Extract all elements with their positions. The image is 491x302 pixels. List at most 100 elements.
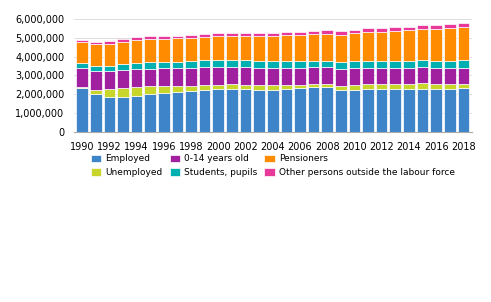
Bar	[172, 62, 183, 68]
Bar	[226, 89, 238, 132]
Bar	[104, 72, 115, 89]
Bar	[117, 70, 129, 88]
Bar	[213, 66, 224, 85]
Bar	[349, 89, 360, 132]
Bar	[430, 29, 442, 61]
Bar	[430, 85, 442, 89]
Bar	[158, 86, 169, 93]
Bar	[335, 69, 347, 85]
Bar	[131, 95, 142, 132]
Bar	[226, 36, 238, 60]
Bar	[90, 42, 102, 44]
Bar	[158, 62, 169, 69]
Bar	[417, 67, 428, 83]
Bar	[117, 88, 129, 97]
Bar	[172, 38, 183, 62]
Bar	[90, 72, 102, 89]
Bar	[226, 33, 238, 36]
Bar	[280, 85, 292, 89]
Bar	[294, 35, 306, 61]
Bar	[158, 39, 169, 62]
Bar	[444, 89, 456, 132]
Bar	[104, 89, 115, 97]
Bar	[185, 68, 197, 86]
Bar	[389, 68, 401, 85]
Bar	[322, 67, 333, 84]
Bar	[294, 68, 306, 85]
Bar	[322, 84, 333, 88]
Bar	[199, 90, 211, 132]
Bar	[403, 68, 415, 84]
Bar	[90, 89, 102, 94]
Bar	[458, 84, 469, 88]
Bar	[240, 89, 251, 132]
Bar	[389, 85, 401, 89]
Bar	[199, 37, 211, 60]
Bar	[267, 61, 278, 68]
Bar	[199, 85, 211, 90]
Bar	[417, 29, 428, 60]
Bar	[172, 92, 183, 132]
Bar	[185, 91, 197, 132]
Bar	[458, 60, 469, 68]
Bar	[77, 63, 88, 69]
Bar	[403, 31, 415, 61]
Bar	[389, 31, 401, 61]
Bar	[376, 61, 387, 68]
Bar	[90, 94, 102, 132]
Bar	[213, 34, 224, 36]
Bar	[417, 60, 428, 67]
Bar	[158, 69, 169, 86]
Bar	[417, 89, 428, 132]
Bar	[389, 89, 401, 132]
Bar	[144, 94, 156, 132]
Bar	[458, 88, 469, 132]
Bar	[104, 41, 115, 43]
Bar	[280, 89, 292, 132]
Bar	[444, 84, 456, 89]
Bar	[117, 97, 129, 132]
Bar	[335, 63, 347, 69]
Bar	[376, 68, 387, 84]
Bar	[240, 85, 251, 89]
Bar	[117, 64, 129, 70]
Bar	[280, 32, 292, 35]
Bar	[458, 23, 469, 27]
Bar	[172, 86, 183, 92]
Bar	[417, 25, 428, 29]
Bar	[199, 67, 211, 85]
Bar	[253, 90, 265, 132]
Bar	[308, 61, 319, 67]
Bar	[362, 84, 374, 89]
Bar	[226, 66, 238, 85]
Bar	[430, 61, 442, 68]
Bar	[458, 68, 469, 84]
Bar	[362, 32, 374, 61]
Bar	[322, 34, 333, 61]
Bar	[349, 68, 360, 85]
Bar	[131, 40, 142, 63]
Bar	[376, 89, 387, 132]
Bar	[362, 89, 374, 132]
Bar	[430, 68, 442, 85]
Bar	[185, 61, 197, 68]
Bar	[253, 68, 265, 85]
Bar	[458, 27, 469, 60]
Bar	[376, 32, 387, 61]
Bar	[403, 89, 415, 132]
Bar	[144, 69, 156, 86]
Bar	[240, 67, 251, 85]
Bar	[308, 88, 319, 132]
Bar	[376, 28, 387, 32]
Bar	[403, 61, 415, 68]
Bar	[308, 84, 319, 88]
Bar	[199, 34, 211, 37]
Bar	[294, 88, 306, 132]
Bar	[144, 36, 156, 39]
Bar	[213, 85, 224, 89]
Bar	[213, 89, 224, 132]
Bar	[280, 61, 292, 68]
Bar	[199, 60, 211, 67]
Bar	[280, 35, 292, 61]
Bar	[362, 68, 374, 84]
